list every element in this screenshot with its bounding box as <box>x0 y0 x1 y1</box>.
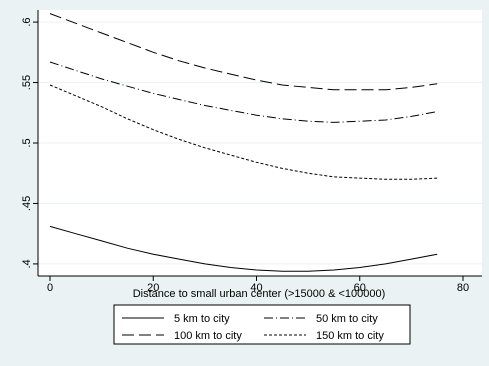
legend-label: 5 km to city <box>174 313 230 325</box>
x-tick-label: 60 <box>354 282 366 294</box>
legend-label: 150 km to city <box>316 330 384 342</box>
y-tick-label: .55 <box>21 75 33 90</box>
series-line-150-km-to-city <box>49 84 438 180</box>
x-tick-label: 40 <box>250 282 262 294</box>
series-line-5-km-to-city <box>49 225 438 272</box>
x-axis-ticks: 0 20 40 60 80 <box>47 276 469 294</box>
series-lines <box>49 13 438 272</box>
series-line-100-km-to-city <box>49 13 438 91</box>
x-tick-label: 80 <box>457 282 469 294</box>
x-tick-label: 0 <box>47 282 53 294</box>
legend: 5 km to city 50 km to city 100 km to city 1… <box>113 304 411 345</box>
y-tick-label: .6 <box>21 17 33 26</box>
y-tick-label: .4 <box>21 259 33 268</box>
legend-box <box>113 304 411 345</box>
y-tick-label: .45 <box>21 196 33 211</box>
legend-label: 100 km to city <box>174 330 242 342</box>
x-axis-label: Distance to small urban center (>15000 &… <box>133 288 386 300</box>
y-axis-ticks: .4 .45 .5 .55 .6 <box>21 17 38 269</box>
gridlines <box>38 21 482 265</box>
y-tick-label: .5 <box>21 138 33 147</box>
x-tick-label: 20 <box>147 282 159 294</box>
legend-label: 50 km to city <box>316 313 378 325</box>
series-line-50-km-to-city <box>49 61 438 123</box>
